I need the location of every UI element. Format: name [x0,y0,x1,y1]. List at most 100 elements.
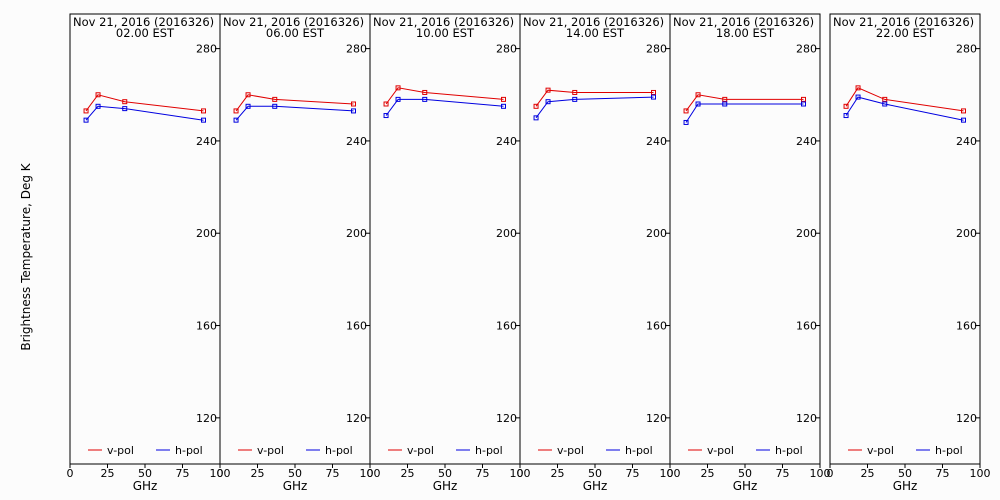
x-tick-label: 0 [217,467,224,480]
data-point-v-pol [855,85,861,91]
panels: Nov 21, 2016 (2016326) 02.00 EST 120 160 200… [67,13,991,493]
series-line-v-pol [685,94,804,112]
x-tick-label: 75 [176,467,190,480]
series-line-h-pol [85,105,204,121]
x-tick-label: 100 [810,467,831,480]
x-tick-label: 75 [936,467,950,480]
panel-2: Nov 21, 2016 (2016326)06.00 EST 120 160 200… [217,13,381,493]
x-tick-label: 0 [667,467,674,480]
data-point-v-pol [351,101,356,107]
data-point-h-pol [533,115,539,121]
x-tick-label: 50 [588,467,602,480]
series-line-h-pol [235,105,354,121]
data-point-h-pol [383,113,389,119]
x-tick-label: 75 [626,467,640,480]
series-line-v-pol [385,87,504,105]
y-tick-label: 120 [496,412,517,425]
x-axis-title: GHz [583,479,608,493]
y-tick-label: 120 [196,412,217,425]
y-tick-label: 240 [956,135,977,148]
panel-5: Nov 21, 2016 (2016326)18.00 EST 120 160 200… [667,13,831,493]
legend-label-h-pol: h-pol [325,444,353,457]
y-tick-label: 200 [646,227,667,240]
legend-label-v-pol: v-pol [867,444,894,457]
legend-label-h-pol: h-pol [775,444,803,457]
data-point-h-pol [722,101,728,107]
data-point-h-pol [683,119,689,125]
y-tick-label: 160 [346,320,367,333]
data-point-h-pol [501,103,506,109]
x-tick-label: 100 [510,467,531,480]
data-point-v-pol [882,96,888,102]
data-point-h-pol [272,103,278,109]
data-point-v-pol [843,103,849,109]
y-tick-label: 160 [196,320,217,333]
data-point-h-pol [122,106,128,112]
panel-subtitle: 06.00 EST [266,26,325,40]
panel-subtitle: 14.00 EST [566,26,625,40]
y-axis-title: Brightness Temperature, Deg K [19,162,33,350]
data-point-h-pol [801,101,806,107]
x-tick-label: 0 [517,467,524,480]
data-point-h-pol [855,94,861,100]
data-point-v-pol [533,103,539,109]
data-point-v-pol [422,89,428,95]
series-line-h-pol [845,96,964,121]
data-point-v-pol [201,108,206,114]
x-tick-label: 0 [367,467,374,480]
data-point-h-pol [882,101,888,107]
panel-title: Nov 21, 2016 (2016326) [223,15,364,29]
y-tick-label: 120 [646,412,667,425]
x-tick-label: 75 [776,467,790,480]
y-tick-label: 240 [796,135,817,148]
legend-label-v-pol: v-pol [557,444,584,457]
y-tick-label: 200 [196,227,217,240]
data-point-h-pol [843,113,849,119]
series-line-h-pol [385,98,504,116]
x-axis-title: GHz [433,479,458,493]
x-tick-label: 50 [898,467,912,480]
y-tick-label: 120 [956,412,977,425]
data-point-h-pol [961,117,966,123]
y-tick-label: 280 [496,43,517,56]
x-tick-label: 25 [861,467,875,480]
data-point-h-pol [233,117,239,123]
data-point-v-pol [801,96,806,102]
x-tick-label: 25 [101,467,115,480]
y-tick-label: 120 [796,412,817,425]
x-tick-label: 100 [660,467,681,480]
series-line-h-pol [685,103,804,123]
y-tick-label: 200 [346,227,367,240]
panel-title: Nov 21, 2016 (2016326) [833,15,974,29]
y-tick-label: 160 [956,320,977,333]
x-tick-label: 50 [288,467,302,480]
x-tick-label: 25 [701,467,715,480]
data-point-h-pol [422,96,428,102]
x-tick-label: 50 [738,467,752,480]
y-tick-label: 200 [956,227,977,240]
y-tick-label: 280 [196,43,217,56]
panel-subtitle: 10.00 EST [416,26,475,40]
panel-subtitle: 02.00 EST [116,26,175,40]
y-tick-label: 160 [646,320,667,333]
panel-title: Nov 21, 2016 (2016326) [373,15,514,29]
y-tick-label: 280 [796,43,817,56]
data-point-h-pol [545,99,551,105]
data-point-h-pol [201,117,206,123]
y-tick-label: 160 [496,320,517,333]
y-tick-label: 240 [496,135,517,148]
y-tick-label: 120 [346,412,367,425]
panel-3: Nov 21, 2016 (2016326)10.00 EST 120 160 200… [367,13,531,493]
y-tick-label: 200 [496,227,517,240]
legend-label-v-pol: v-pol [107,444,134,457]
x-tick-label: 75 [476,467,490,480]
data-point-v-pol [233,108,239,114]
y-tick-label: 280 [646,43,667,56]
data-point-v-pol [683,108,689,114]
data-point-v-pol [122,99,128,105]
series-line-h-pol [535,96,654,119]
legend-label-h-pol: h-pol [475,444,503,457]
panel-title: Nov 21, 2016 (2016326) [673,15,814,29]
data-point-v-pol [245,92,251,98]
